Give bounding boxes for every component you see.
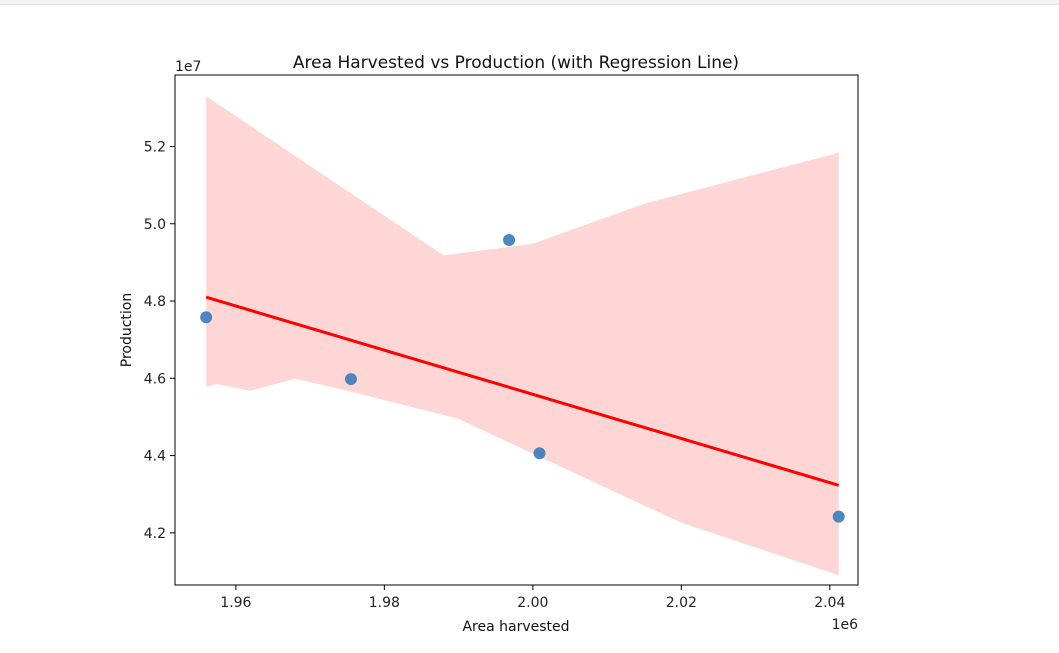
y-tick-label: 4.8: [144, 294, 166, 310]
y-tick-label: 4.6: [144, 371, 166, 387]
plot-frame: [174, 74, 859, 586]
x-tick-label: 2.02: [666, 595, 697, 611]
data-point-3: [503, 233, 516, 246]
y-tick-label: 5.0: [144, 217, 166, 233]
data-point-4: [533, 447, 546, 460]
regression-line: [205, 295, 840, 487]
data-point-1: [200, 311, 213, 324]
chart-title: Area Harvested vs Production (with Regre…: [293, 53, 739, 73]
x-tick-label: 1.96: [220, 595, 251, 611]
x-axis-label: Area harvested: [462, 619, 569, 635]
y-axis-label: Production: [119, 293, 135, 367]
x-tick-label: 2.00: [517, 595, 548, 611]
x-tick-label: 2.04: [814, 595, 845, 611]
data-point-5: [832, 510, 845, 523]
y-offset-label: 1e7: [175, 59, 201, 75]
data-point-2: [344, 373, 357, 386]
y-tick-label: 4.4: [144, 449, 166, 465]
y-tick-label: 4.2: [144, 526, 166, 542]
window-top-bar: [0, 0, 1059, 5]
x-offset-label: 1e6: [832, 617, 859, 633]
x-tick-label: 1.98: [369, 595, 400, 611]
confidence-band: [206, 96, 839, 576]
y-tick-label: 5.2: [144, 139, 166, 155]
